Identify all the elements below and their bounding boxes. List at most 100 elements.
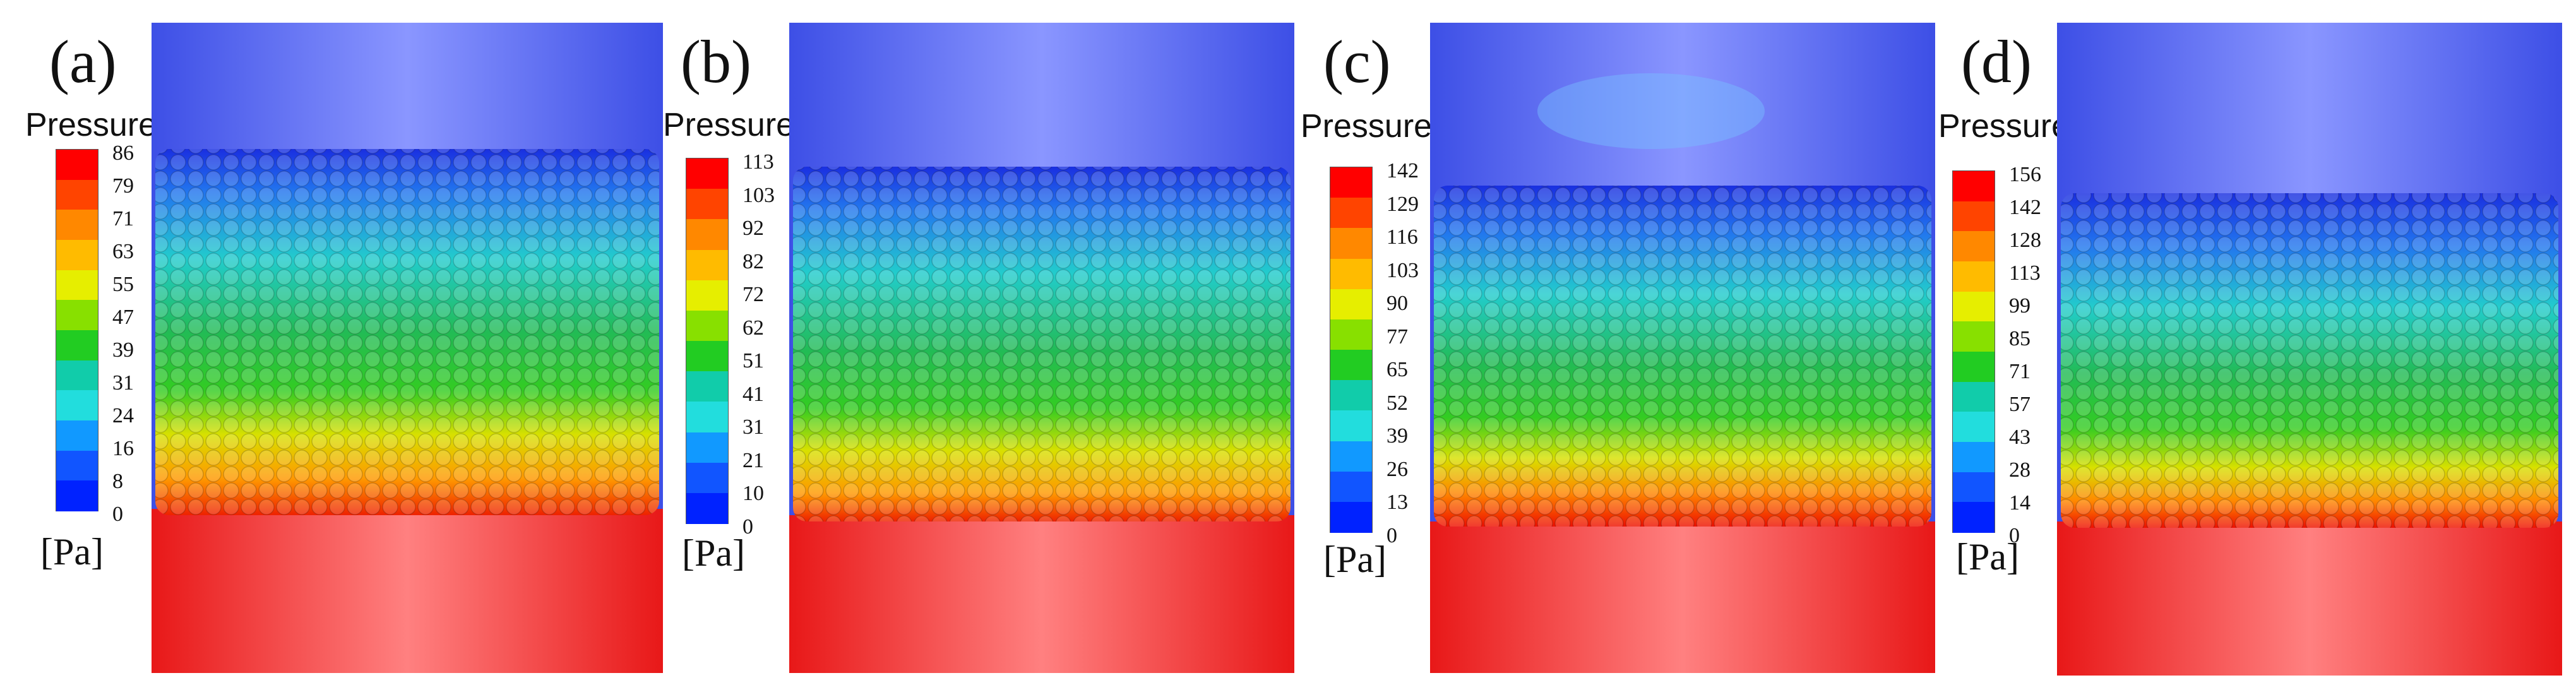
colorbar-tick-label: 0 (1386, 524, 1397, 547)
colorbar-tick-label: 90 (1386, 292, 1408, 316)
colorbar-tick-label: 79 (112, 174, 134, 198)
panel-label: (a) (49, 28, 117, 95)
panel-label: (c) (1323, 28, 1391, 95)
colorbar-segment (1953, 201, 1995, 232)
colorbar-segment (686, 219, 728, 251)
colorbar-tick-label: 65 (1386, 358, 1408, 382)
colorbar-tick-label: 8 (112, 470, 123, 493)
colorbar-tick-label: 16 (112, 437, 134, 460)
colorbar-segment (56, 150, 98, 181)
colorbar-segment (56, 420, 98, 451)
colorbar-segment (1330, 471, 1372, 503)
colorbar-tick-label: 43 (2009, 426, 2030, 449)
colorbar-segment (686, 371, 728, 403)
colorbar-segment (686, 310, 728, 342)
pressure-contour-image (152, 23, 663, 673)
colorbar-segment (1953, 472, 1995, 503)
unit-label: [Pa] (40, 531, 104, 573)
colorbar-tick-label: 13 (1386, 491, 1408, 515)
colorbar-segment (56, 300, 98, 331)
colorbar-segment (1953, 171, 1995, 202)
pressure-contour-image (789, 23, 1294, 673)
colorbar-tick-label: 0 (112, 503, 123, 526)
colorbar-tick-label: 28 (2009, 458, 2030, 482)
colorbar-tick-label: 31 (742, 415, 764, 439)
colorbar-tick-label: 85 (2009, 327, 2030, 350)
colorbar-tick-label: 0 (2009, 524, 2020, 547)
colorbar-segment (1953, 291, 1995, 323)
colorbar-segment (56, 390, 98, 421)
colorbar-segment (1953, 352, 1995, 383)
colorbar-tick-label: 77 (1386, 325, 1408, 348)
colorbar-segment (1330, 319, 1372, 350)
colorbar-tick-label: 26 (1386, 457, 1408, 481)
pressure-colorbar (686, 158, 729, 524)
colorbar-tick-label: 21 (742, 448, 764, 472)
colorbar-tick-label: 72 (742, 283, 764, 307)
colorbar-segment (686, 249, 728, 281)
pressure-colorbar (1330, 167, 1373, 533)
colorbar-segment (1330, 380, 1372, 412)
colorbar-tick-label: 51 (742, 349, 764, 373)
colorbar-tick-label: 41 (742, 382, 764, 406)
colorbar-tick-label: 129 (1386, 192, 1419, 216)
colorbar-tick-label: 62 (742, 316, 764, 340)
colorbar-tick-label: 103 (742, 183, 775, 207)
unit-label: [Pa] (1956, 536, 2019, 578)
colorbar-tick-label: 71 (112, 207, 134, 230)
colorbar-segment (56, 270, 98, 301)
colorbar-segment (1953, 261, 1995, 292)
colorbar-tick-label: 39 (112, 338, 134, 362)
colorbar-tick-label: 10 (742, 482, 764, 506)
colorbar-tick-label: 0 (742, 515, 753, 539)
legend-title: Pressure (1301, 108, 1433, 145)
colorbar-tick-label: 128 (2009, 229, 2041, 252)
legend-title: Pressure (25, 107, 157, 143)
colorbar-segment (56, 210, 98, 241)
colorbar-segment (1330, 410, 1372, 442)
colorbar-segment (56, 360, 98, 391)
colorbar-tick-label: 156 (2009, 163, 2041, 186)
colorbar-tick-label: 86 (112, 141, 134, 165)
colorbar-tick-label: 55 (112, 273, 134, 296)
colorbar-segment (56, 330, 98, 361)
colorbar-segment (686, 402, 728, 433)
colorbar-tick-label: 142 (1386, 159, 1419, 182)
colorbar-tick-label: 52 (1386, 391, 1408, 415)
colorbar-segment (1953, 442, 1995, 473)
colorbar-segment (1330, 289, 1372, 320)
colorbar-segment (1330, 167, 1372, 199)
colorbar-tick-label: 24 (112, 404, 134, 427)
colorbar-segment (56, 240, 98, 271)
colorbar-tick-label: 31 (112, 371, 134, 395)
colorbar-segment (1953, 381, 1995, 413)
unit-label: [Pa] (1323, 539, 1386, 580)
colorbar-segment (1330, 198, 1372, 229)
colorbar-segment (1330, 228, 1372, 259)
pressure-contour-image (2057, 23, 2562, 676)
colorbar-segment (56, 480, 98, 511)
unit-label: [Pa] (682, 532, 745, 574)
panel-c: (c) Pressure 142 129 116 103 90 77 65 52 39 26 13 0… (1301, 0, 1938, 697)
colorbar-segment (1953, 412, 1995, 443)
colorbar-segment (1953, 502, 1995, 533)
colorbar-tick-label: 71 (2009, 360, 2030, 383)
colorbar-tick-label: 103 (1386, 258, 1419, 282)
colorbar-segment (686, 432, 728, 463)
colorbar-tick-label: 82 (742, 249, 764, 273)
colorbar-tick-label: 113 (742, 150, 774, 174)
colorbar-tick-label: 63 (112, 240, 134, 263)
panel-a: (a) Pressure 86 79 71 63 55 47 39 31 24 16 8 0 [Pa] (0, 0, 663, 697)
colorbar-tick-label: 14 (2009, 491, 2030, 515)
colorbar-segment (686, 158, 728, 190)
panel-b: (b) Pressure 113 103 92 82 72 62 51 41 31 21 10 0 [… (663, 0, 1301, 697)
colorbar-segment (1953, 321, 1995, 352)
colorbar-tick-label: 113 (2009, 261, 2041, 285)
pressure-colorbar (1952, 170, 1995, 533)
colorbar-segment (1330, 258, 1372, 290)
colorbar-segment (1330, 441, 1372, 472)
pressure-colorbar (56, 149, 98, 511)
colorbar-tick-label: 57 (2009, 393, 2030, 416)
colorbar-segment (1330, 501, 1372, 533)
colorbar-tick-label: 92 (742, 217, 764, 241)
